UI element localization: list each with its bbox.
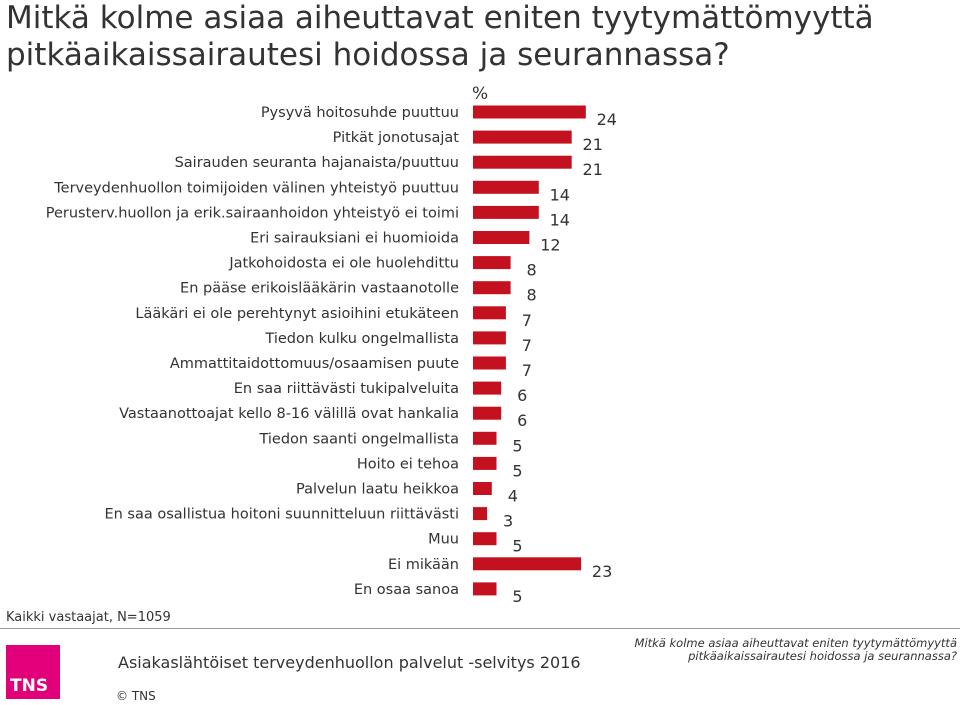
category-label: Hoito ei tehoa <box>357 456 459 472</box>
copyright: © TNS <box>116 689 156 703</box>
bar <box>473 431 497 445</box>
bar <box>473 532 497 546</box>
value-label: 14 <box>550 185 570 204</box>
category-label: En pääse erikoislääkärin vastaanotolle <box>180 281 459 297</box>
category-label: Pysyvä hoitosuhde puuttuu <box>261 105 459 121</box>
category-label: Terveydenhuollon toimijoiden välinen yht… <box>53 180 459 196</box>
category-label: Ei mikään <box>388 557 459 573</box>
value-label: 3 <box>503 512 513 531</box>
bar <box>473 507 488 521</box>
category-label: Tiedon saanti ongelmallista <box>258 431 459 447</box>
unit-label: % <box>472 84 489 104</box>
value-label: 24 <box>597 110 617 129</box>
value-label: 6 <box>517 411 527 430</box>
value-label: 8 <box>527 261 537 280</box>
category-label: Eri sairauksiani ei huomioida <box>250 231 459 247</box>
footer-title: Mitkä kolme asiaa aiheuttavat eniten tyy… <box>634 636 957 663</box>
value-label: 14 <box>550 210 570 229</box>
bar <box>473 281 511 295</box>
value-label: 6 <box>517 386 527 405</box>
category-label: Vastaanottoajat kello 8-16 välillä ovat … <box>119 406 459 422</box>
bar <box>473 130 572 144</box>
page-title: Mitkä kolme asiaa aiheuttavat eniten tyy… <box>6 0 874 73</box>
bar <box>473 205 539 219</box>
category-label: Perusterv.huollon ja erik.sairaanhoidon … <box>46 205 459 221</box>
bar-chart: Pysyvä hoitosuhde puuttuu 24 Pitkät jonotu… <box>46 105 617 606</box>
bar <box>473 155 572 169</box>
bar <box>473 331 506 345</box>
value-label: 7 <box>522 361 532 380</box>
category-label: En saa riittävästi tukipalveluita <box>234 381 459 397</box>
category-label: Pitkät jonotusajat <box>333 130 460 146</box>
category-label: Ammattitaidottomuus/osaamisen puute <box>170 356 459 372</box>
bar <box>473 256 511 270</box>
category-label: Tiedon kulku ongelmallista <box>264 331 459 347</box>
footer-divider <box>0 628 960 629</box>
value-label: 5 <box>512 537 522 556</box>
survey-name: Asiakaslähtöiset terveydenhuollon palvel… <box>118 653 581 672</box>
bar <box>473 105 586 119</box>
value-label: 21 <box>583 135 603 154</box>
base-note: Kaikki vastaajat, N=1059 <box>6 610 171 625</box>
bar <box>473 356 506 370</box>
value-label: 5 <box>512 461 522 480</box>
bar <box>473 180 539 194</box>
bar <box>473 381 502 395</box>
category-label: Sairauden seuranta hajanaista/puuttuu <box>175 155 459 171</box>
bar <box>473 582 497 596</box>
category-label: Palvelun laatu heikkoa <box>296 482 459 498</box>
category-label: Jatkohoidosta ei ole huolehdittu <box>228 256 459 272</box>
value-label: 5 <box>512 587 522 606</box>
bar <box>473 306 506 320</box>
category-label: Muu <box>428 532 459 548</box>
bar <box>473 456 497 470</box>
category-label: Lääkäri ei ole perehtynyt asioihini etuk… <box>135 306 459 322</box>
value-label: 8 <box>527 286 537 305</box>
bar <box>473 482 492 495</box>
value-label: 21 <box>583 160 603 179</box>
bar <box>473 557 582 571</box>
value-label: 4 <box>508 487 518 506</box>
tns-logo: TNS <box>6 645 60 699</box>
category-label: En saa osallistua hoitoni suunnitteluun … <box>104 507 459 523</box>
category-label: En osaa sanoa <box>354 582 459 598</box>
value-label: 5 <box>512 436 522 455</box>
value-label: 12 <box>540 236 560 255</box>
logo-text: TNS <box>10 676 49 696</box>
value-label: 7 <box>522 311 532 330</box>
value-label: 23 <box>592 562 612 581</box>
bar <box>473 231 530 244</box>
value-label: 7 <box>522 336 532 355</box>
bar <box>473 406 502 420</box>
